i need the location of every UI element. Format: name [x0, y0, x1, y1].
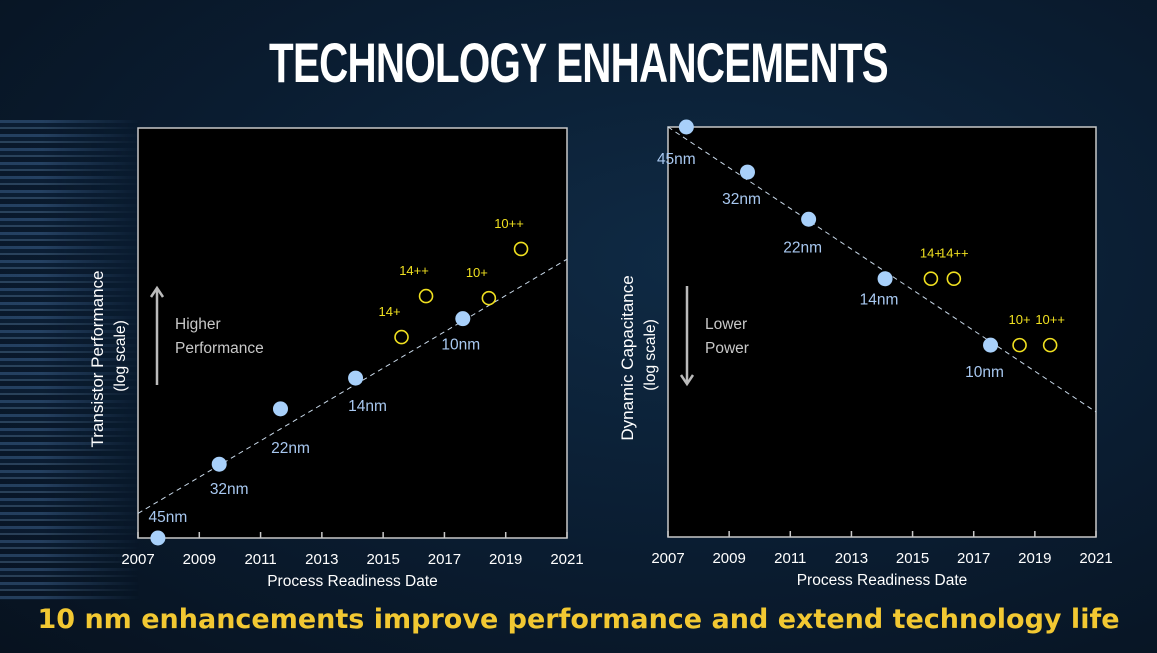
x-tick-label: 2017: [957, 550, 990, 567]
node-label: 14nm: [860, 292, 899, 309]
y-axis-label: Dynamic Capacitance: [618, 275, 637, 440]
enhancement-label: 10+: [466, 265, 488, 280]
node-label: 45nm: [657, 151, 696, 168]
background-streaks: [0, 120, 140, 600]
x-tick-label: 2021: [550, 551, 583, 568]
x-tick-label: 2011: [774, 550, 806, 567]
x-tick-label: 2019: [489, 551, 522, 568]
x-tick-label: 2013: [835, 550, 868, 567]
node-point: [455, 311, 471, 327]
x-tick-label: 2009: [183, 551, 216, 568]
slide-footer: 10 nm enhancements improve performance a…: [37, 604, 1120, 635]
x-tick-label: 2021: [1079, 550, 1112, 567]
chart-2: 2007 2009 2011 2013 2015 2017 2019 2021 Process …: [618, 119, 1113, 589]
node-label: 22nm: [783, 239, 822, 256]
node-label: 10nm: [441, 337, 480, 354]
node-point: [272, 401, 288, 417]
x-tick-label: 2011: [244, 551, 276, 568]
x-axis-label: Process Readiness Date: [797, 572, 968, 589]
annotation-text: Lower: [705, 316, 747, 333]
x-tick-label: 2007: [651, 550, 684, 567]
arrow-up-icon-head: [149, 285, 165, 298]
x-tick-label: 2015: [366, 551, 399, 568]
node-label: 10nm: [965, 364, 1004, 381]
enhancement-point: [946, 271, 962, 287]
enhancement-point: [418, 288, 434, 304]
enhancement-label: 10++: [1035, 312, 1065, 327]
x-axis-label: Process Readiness Date: [267, 573, 438, 590]
node-label: 45nm: [149, 509, 188, 526]
x-tick-label: 2019: [1018, 550, 1051, 567]
y-axis-label: Transistor Performance: [88, 271, 107, 448]
slide-title: TECHNOLOGY ENHANCEMENTS: [269, 31, 889, 94]
node-point: [801, 211, 817, 227]
node-label: 32nm: [210, 481, 249, 498]
y-axis-sublabel: (log scale): [642, 319, 659, 391]
y-axis-sublabel: (log scale): [112, 320, 129, 392]
enhancement-point: [513, 241, 529, 257]
enhancement-point: [1042, 337, 1058, 353]
node-label: 32nm: [722, 191, 761, 208]
x-tick-label: 2017: [428, 551, 461, 568]
node-point: [877, 271, 893, 287]
enhancement-label: 14+: [378, 304, 400, 319]
x-tick-label: 2013: [305, 551, 338, 568]
x-tick-label: 2007: [121, 551, 154, 568]
node-point: [348, 370, 364, 386]
node-point: [678, 119, 694, 135]
node-point: [983, 337, 999, 353]
plot-area: [137, 127, 568, 539]
node-label: 14nm: [348, 398, 387, 415]
node-point: [211, 456, 227, 472]
trend-line: [667, 126, 1097, 413]
enhancement-label: 14+: [920, 246, 942, 261]
enhancement-point: [923, 271, 939, 287]
annotation-text: Higher: [175, 316, 221, 333]
annotation-text: Power: [705, 340, 749, 357]
enhancement-label: 10+: [1009, 312, 1031, 327]
enhancement-point: [394, 329, 409, 345]
x-tick-label: 2009: [712, 550, 745, 567]
enhancement-label: 14++: [939, 246, 969, 261]
chart-1: 2007 2009 2011 2013 2015 2017 2019 2021 Process …: [88, 127, 584, 590]
enhancement-point: [481, 290, 497, 306]
plot-area: [667, 126, 1097, 538]
enhancement-label: 10++: [494, 216, 524, 231]
enhancement-label: 14++: [399, 263, 429, 278]
node-label: 22nm: [271, 440, 310, 457]
node-point: [150, 530, 166, 546]
annotation-text: Performance: [175, 340, 264, 357]
arrow-down-icon-head: [679, 374, 695, 387]
node-point: [739, 164, 755, 180]
enhancement-point: [1012, 337, 1027, 353]
trend-line: [137, 258, 568, 514]
x-tick-label: 2015: [896, 550, 929, 567]
